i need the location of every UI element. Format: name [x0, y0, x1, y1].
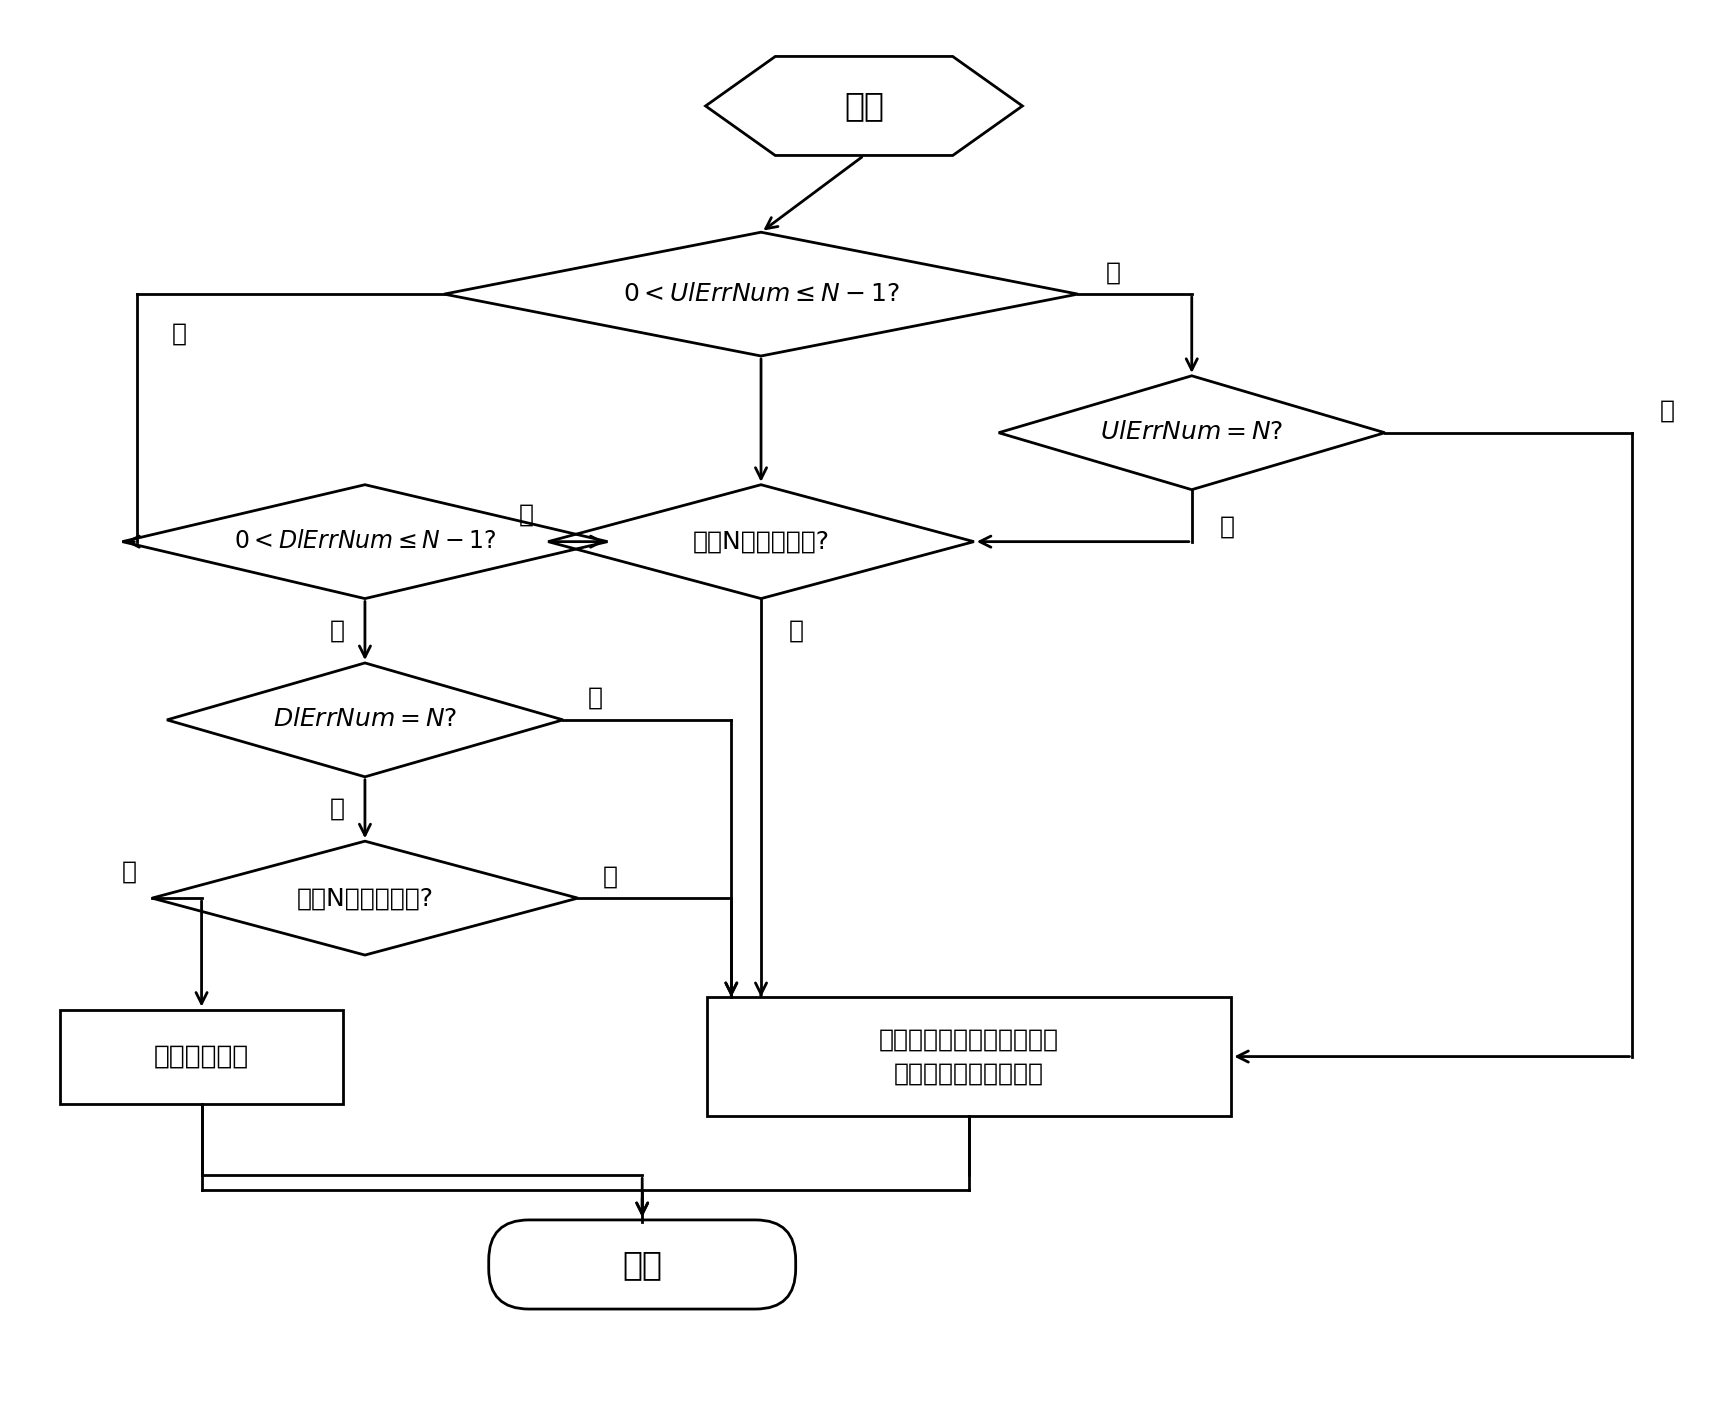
Text: 不同用户的业务平均分摊到
不同的单根天线上发射: 不同用户的业务平均分摊到 不同的单根天线上发射 — [880, 1028, 1059, 1085]
Text: 否: 否 — [788, 619, 804, 643]
Text: 结束: 结束 — [622, 1247, 662, 1281]
Text: $UlErrNum = N?$: $UlErrNum = N?$ — [1101, 421, 1284, 445]
Text: $0 < DlErrNum \leq N-1?$: $0 < DlErrNum \leq N-1?$ — [233, 530, 496, 554]
Text: 否: 否 — [330, 619, 346, 643]
Text: 是: 是 — [330, 797, 346, 821]
Text: 连续N个阵元有效?: 连续N个阵元有效? — [297, 886, 434, 910]
Text: 否: 否 — [1106, 261, 1120, 285]
Text: 是: 是 — [171, 321, 187, 346]
Text: $0 < UlErrNum \leq N-1?$: $0 < UlErrNum \leq N-1?$ — [622, 283, 899, 306]
Text: 是: 是 — [123, 860, 137, 884]
Text: 开始: 开始 — [843, 89, 885, 122]
Text: 是: 是 — [1220, 514, 1234, 538]
Text: 正常流程处理: 正常流程处理 — [154, 1044, 249, 1069]
Text: 是: 是 — [518, 503, 534, 527]
Text: 连续N个阵元有效?: 连续N个阵元有效? — [693, 530, 829, 554]
Text: $DlErrNum = N?$: $DlErrNum = N?$ — [273, 708, 458, 732]
Text: 否: 否 — [603, 864, 617, 888]
Text: 否: 否 — [588, 685, 603, 709]
Text: 否: 否 — [1661, 399, 1674, 423]
